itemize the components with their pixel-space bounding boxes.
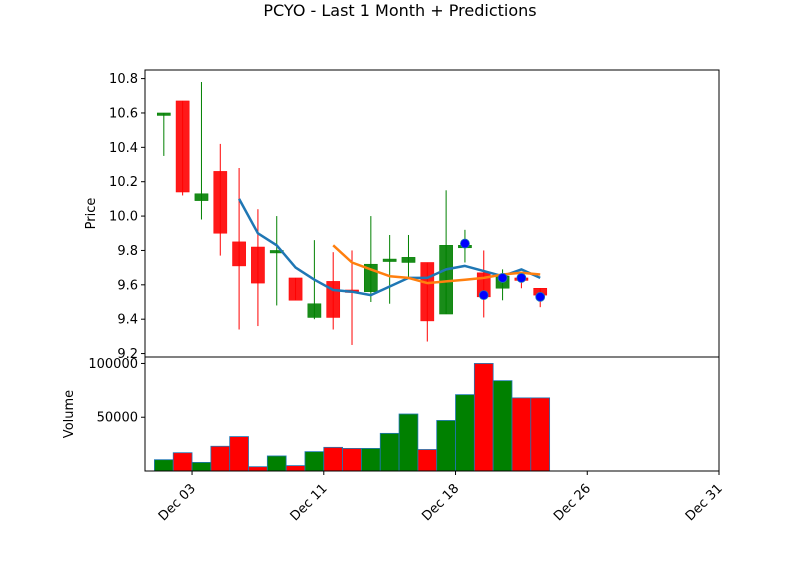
volume-bar xyxy=(285,465,306,472)
volume-bar xyxy=(266,455,287,472)
x-tick-label: Dec 31 xyxy=(683,481,726,524)
volume-axis-label: Volume xyxy=(62,390,77,438)
candle-body xyxy=(420,262,435,322)
volume-panel: 50000 100000 Volume xyxy=(62,356,720,472)
prediction-marker xyxy=(516,273,527,283)
candle-body xyxy=(288,277,303,301)
candle-body xyxy=(175,100,190,193)
volume-bar xyxy=(473,363,494,472)
price-tick-label: 9.4 xyxy=(117,313,138,328)
volume-bar xyxy=(191,461,212,472)
price-tick-label: 10.6 xyxy=(109,106,138,121)
volume-bar xyxy=(323,446,344,472)
volume-bar xyxy=(342,448,362,472)
volume-bar xyxy=(530,397,551,472)
volume-bar xyxy=(511,397,532,472)
ma_short-line xyxy=(238,198,541,297)
x-tick-label: Dec 26 xyxy=(551,481,594,524)
prediction-marker xyxy=(478,290,489,301)
candle-body xyxy=(213,171,228,234)
price-tick-label: 10.2 xyxy=(109,175,138,190)
volume-bar xyxy=(304,451,325,472)
volume-bar xyxy=(379,432,400,472)
candle-body xyxy=(439,245,453,315)
candle-body xyxy=(307,303,322,318)
x-axis: Dec 03 Dec 11 Dec 18 Dec 26 Dec 31 xyxy=(156,471,726,524)
price-tick-label: 10.4 xyxy=(109,141,138,156)
volume-tick-label: 50000 xyxy=(97,411,138,426)
price-tick-label: 10.0 xyxy=(109,210,138,225)
prediction-marker xyxy=(497,273,508,283)
volume-bar xyxy=(361,448,381,472)
price-panel: 9.2 9.4 9.6 9.8 10.0 10.2 10.4 10.6 10.8 Price xyxy=(84,69,720,362)
volume-bar xyxy=(417,449,438,472)
chart-title: PCYO - Last 1 Month + Predictions xyxy=(263,1,536,20)
x-tick-label: Dec 18 xyxy=(419,481,462,524)
candle-body xyxy=(382,258,397,262)
volume-tick-label: 100000 xyxy=(88,357,138,372)
volume-bar xyxy=(229,436,249,472)
volume-bar xyxy=(154,459,174,472)
volume-bar xyxy=(436,420,456,472)
price-axis-label: Price xyxy=(84,198,99,230)
volume-bar xyxy=(210,445,231,472)
volume-bar xyxy=(172,452,193,472)
x-tick-label: Dec 03 xyxy=(156,481,199,524)
candle-body xyxy=(251,246,265,284)
price-tick-label: 9.8 xyxy=(117,244,138,259)
price-tick-label: 9.2 xyxy=(117,347,138,362)
prediction-marker xyxy=(535,291,546,302)
candle-body xyxy=(232,241,246,267)
volume-bar xyxy=(455,394,475,472)
x-tick-label: Dec 11 xyxy=(288,481,331,524)
candle-body xyxy=(401,257,416,263)
price-tick-label: 9.6 xyxy=(117,278,138,293)
volume-frame xyxy=(144,356,720,472)
price-tick-label: 10.8 xyxy=(109,72,138,87)
candle-body xyxy=(156,112,171,116)
volume-bar xyxy=(398,413,419,472)
volume-bar xyxy=(492,380,513,472)
prediction-marker xyxy=(460,238,470,249)
candle-body xyxy=(194,193,209,201)
volume-bar xyxy=(248,466,268,472)
